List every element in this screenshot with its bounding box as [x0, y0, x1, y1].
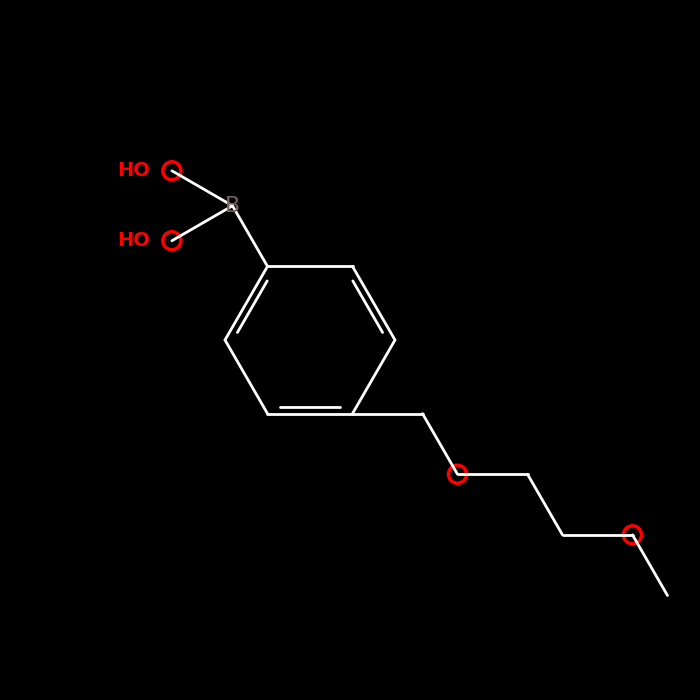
Text: HO: HO: [117, 161, 150, 181]
Text: B: B: [225, 196, 240, 216]
Text: HO: HO: [117, 231, 150, 251]
